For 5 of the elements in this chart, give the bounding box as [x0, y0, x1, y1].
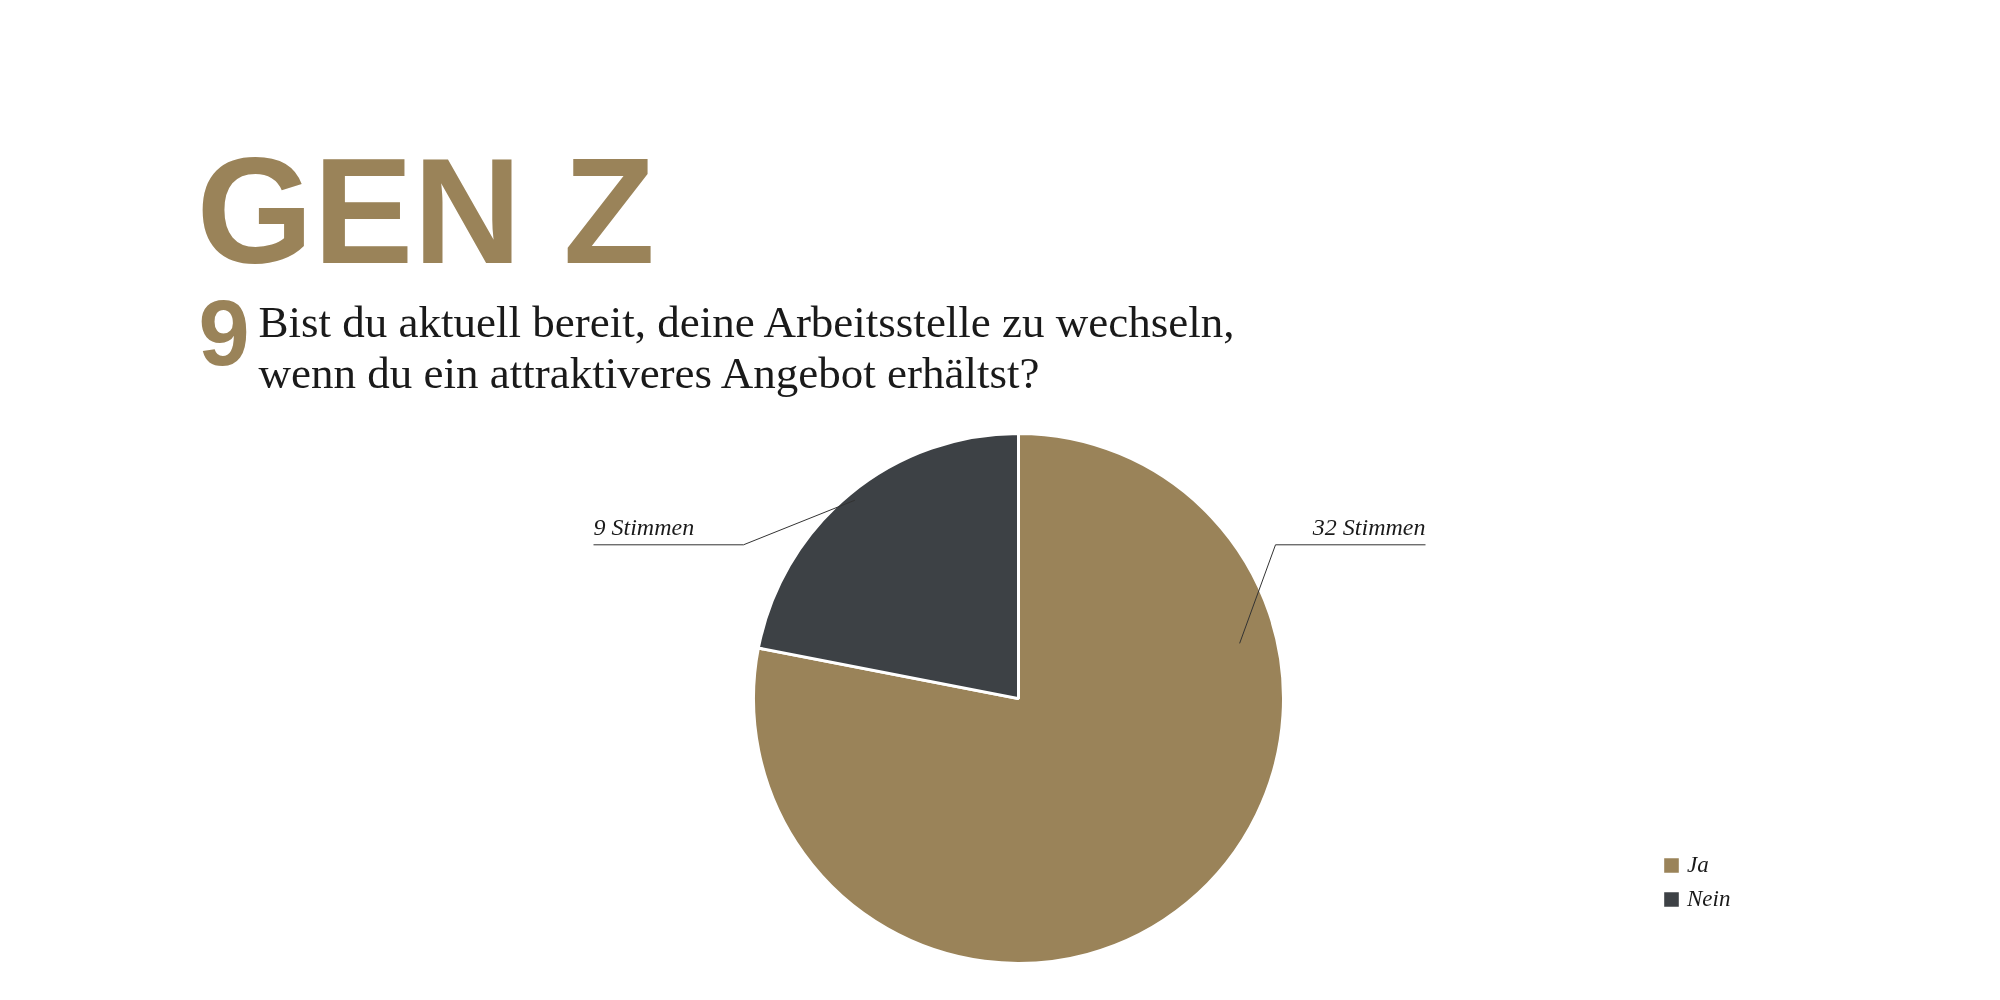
data-label: 32 Stimmen: [1311, 513, 1426, 540]
legend-label: Ja: [1687, 852, 1709, 878]
legend-label: Nein: [1687, 886, 1731, 912]
data-label: 9 Stimmen: [593, 513, 695, 540]
chart-subtitle: Bist du aktuell bereit, deine Arbeitsstelle zu wechseln, wenn du ein attraktiveres Angebot erhältst?: [258, 296, 1235, 398]
